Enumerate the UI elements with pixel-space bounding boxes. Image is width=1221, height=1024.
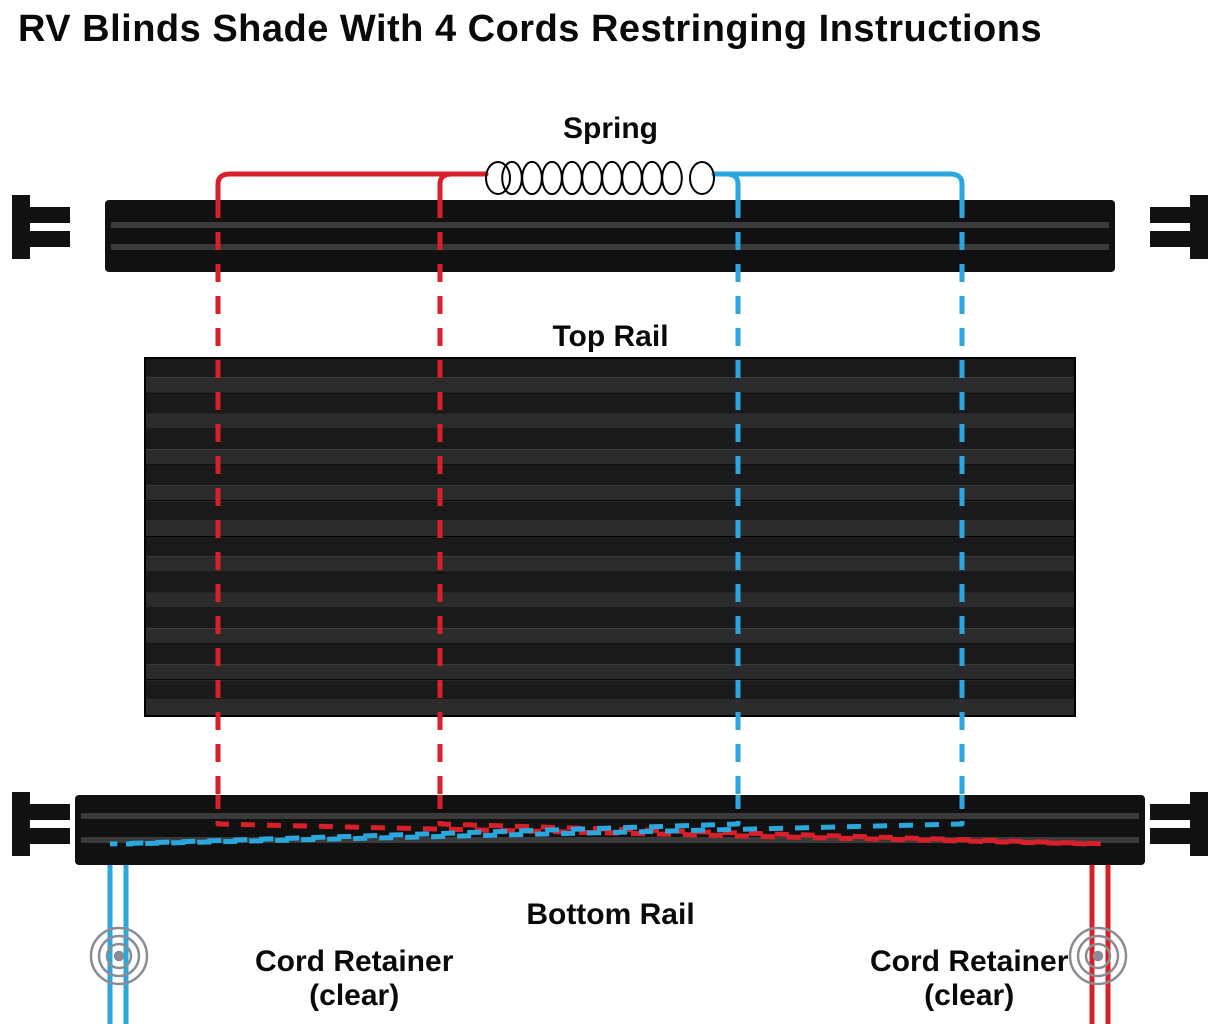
diagram-svg (0, 0, 1221, 1024)
